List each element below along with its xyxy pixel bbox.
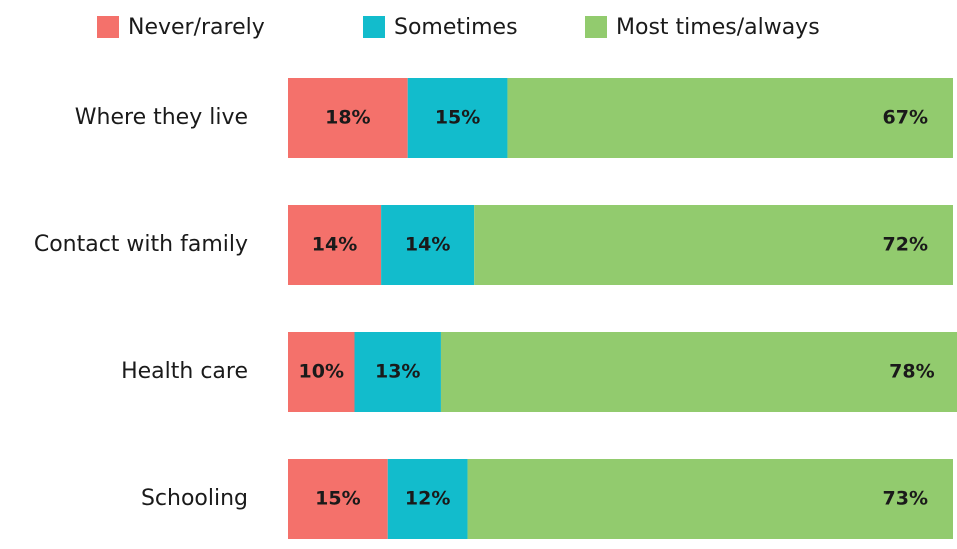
value-label: 72% <box>883 234 928 256</box>
bar-segment <box>474 205 953 285</box>
category-label: Health care <box>121 359 248 384</box>
legend-swatch <box>363 16 385 38</box>
category-label: Schooling <box>141 486 248 511</box>
legend-swatch <box>97 16 119 38</box>
legend-label: Never/rarely <box>128 15 265 40</box>
bar-segment <box>440 332 957 412</box>
value-label: 15% <box>315 488 360 510</box>
bar-segment <box>467 459 953 539</box>
value-label: 78% <box>889 361 934 383</box>
legend-swatch <box>585 16 607 38</box>
bar-segment <box>407 78 508 158</box>
legend-label: Most times/always <box>616 15 820 40</box>
bar-segment <box>288 205 382 285</box>
value-label: 13% <box>375 361 420 383</box>
value-label: 18% <box>325 107 370 129</box>
value-label: 14% <box>405 234 450 256</box>
value-label: 10% <box>299 361 344 383</box>
value-label: 73% <box>883 488 928 510</box>
value-label: 15% <box>435 107 480 129</box>
bar-segment <box>288 459 388 539</box>
bar-segment <box>387 459 468 539</box>
bar-segment <box>381 205 475 285</box>
bar-segment <box>354 332 441 412</box>
legend-label: Sometimes <box>394 15 518 40</box>
category-label: Where they live <box>75 105 248 130</box>
value-label: 14% <box>312 234 357 256</box>
bar-segment <box>507 78 953 158</box>
value-label: 67% <box>883 107 928 129</box>
bar-segment <box>288 78 408 158</box>
value-label: 12% <box>405 488 450 510</box>
category-label: Contact with family <box>34 232 248 257</box>
bar-segment <box>288 332 355 412</box>
